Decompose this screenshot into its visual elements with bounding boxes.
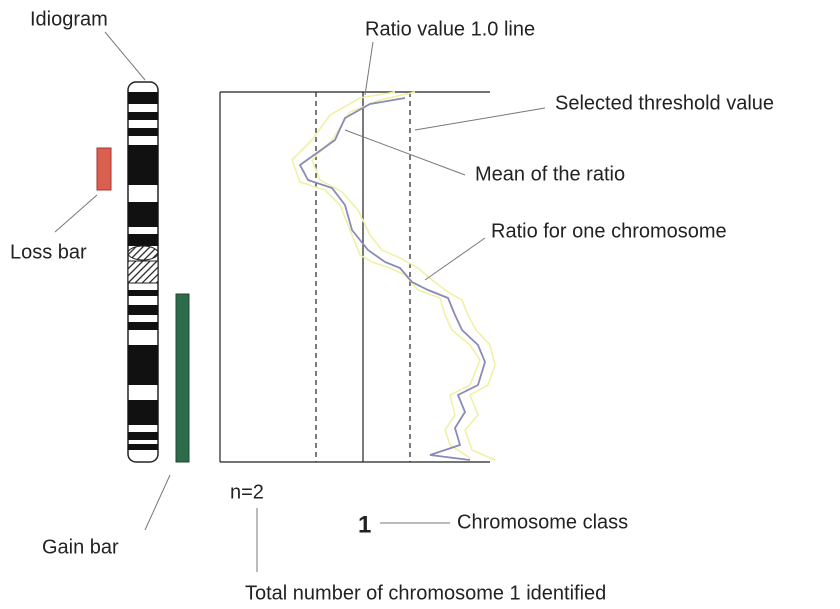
label: Selected threshold value: [555, 92, 774, 114]
loss-bar: [96, 147, 112, 191]
label: Loss bar: [10, 241, 87, 263]
idiogram: [127, 81, 159, 463]
profile-frame: [219, 91, 490, 463]
ratio-profile: [291, 91, 496, 461]
label: Total number of chromosome 1 identified: [245, 582, 606, 604]
label: Ratio for one chromosome: [491, 220, 727, 242]
gain-bar: [175, 293, 190, 463]
label: Mean of the ratio: [475, 163, 625, 185]
class-number: 1: [358, 511, 371, 538]
leader-lines: [54, 31, 546, 572]
label: Chromosome class: [457, 511, 628, 533]
label: Idiogram: [30, 8, 108, 30]
label: Ratio value 1.0 line: [365, 18, 535, 40]
count-label: n=2: [230, 481, 264, 503]
label: Gain bar: [42, 536, 119, 558]
